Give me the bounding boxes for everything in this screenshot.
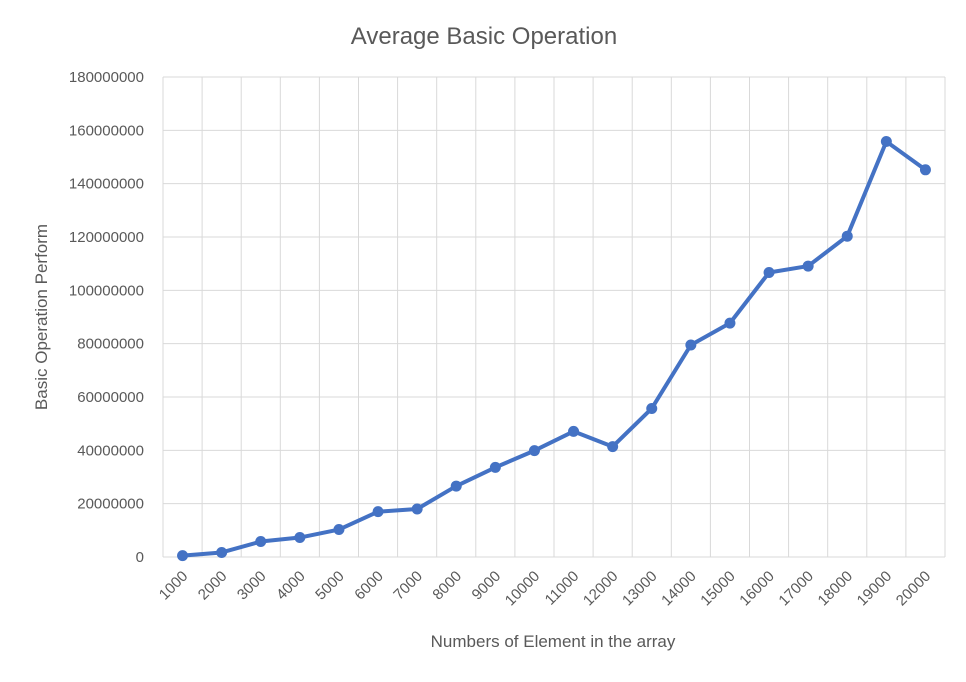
x-tick-label: 12000 xyxy=(580,568,622,610)
data-point xyxy=(489,461,501,473)
data-point xyxy=(450,480,462,492)
y-tick-label: 60000000 xyxy=(77,389,144,406)
x-tick-label: 11000 xyxy=(542,568,583,609)
data-point xyxy=(685,339,697,351)
chart-title: Average Basic Operation xyxy=(351,23,617,50)
y-tick-label: 120000000 xyxy=(69,229,144,246)
y-tick-label: 20000000 xyxy=(77,496,144,513)
x-tick-label: 19000 xyxy=(854,568,896,610)
data-point xyxy=(646,402,658,414)
x-tick-label: 3000 xyxy=(234,568,270,604)
x-tick-label: 6000 xyxy=(351,568,387,604)
x-tick-label: 2000 xyxy=(195,568,231,604)
data-point xyxy=(568,425,580,437)
y-tick-label: 140000000 xyxy=(69,176,144,193)
y-tick-label: 40000000 xyxy=(77,442,144,459)
x-tick-label: 16000 xyxy=(736,568,778,610)
series-layer xyxy=(177,136,931,562)
data-point xyxy=(763,266,775,278)
y-tick-label: 0 xyxy=(136,549,144,566)
data-point xyxy=(724,317,736,329)
x-tick-label: 5000 xyxy=(312,568,348,604)
data-point xyxy=(802,260,814,272)
x-tick-label: 17000 xyxy=(775,568,817,610)
x-tick-label: 14000 xyxy=(658,568,700,610)
y-tick-label: 100000000 xyxy=(69,282,144,299)
x-tick-label: 18000 xyxy=(815,568,857,610)
data-point xyxy=(919,164,931,176)
x-tick-label: 15000 xyxy=(697,568,739,610)
x-tick-label: 10000 xyxy=(502,568,544,610)
data-point xyxy=(372,506,384,518)
data-point xyxy=(216,546,228,558)
x-tick-label: 1000 xyxy=(156,568,192,604)
x-axis-ticks: 1000 2000 3000 4000 5000 6000 7000 8000 90001000… xyxy=(156,568,935,610)
data-point xyxy=(607,441,619,453)
y-tick-label: 180000000 xyxy=(69,69,144,86)
y-tick-label: 160000000 xyxy=(69,122,144,139)
data-point xyxy=(528,445,540,457)
x-tick-label: 20000 xyxy=(893,568,935,610)
data-point xyxy=(294,532,306,544)
data-point xyxy=(880,136,892,148)
x-tick-label: 13000 xyxy=(619,568,661,610)
x-tick-label: 9000 xyxy=(469,568,505,604)
y-axis-ticks: 0 20000000 40000000 60000000 80000000 1000000… xyxy=(69,69,144,566)
data-point xyxy=(841,230,853,242)
y-tick-label: 80000000 xyxy=(77,336,144,353)
y-axis-title: Basic Operation Perform xyxy=(32,224,51,410)
x-tick-label: 4000 xyxy=(273,568,309,604)
x-tick-label: 7000 xyxy=(390,568,426,604)
x-tick-label: 8000 xyxy=(429,568,465,604)
data-point xyxy=(177,550,189,562)
data-point xyxy=(255,536,267,548)
gridlines xyxy=(162,76,946,558)
x-axis-title: Numbers of Element in the array xyxy=(431,632,676,651)
data-point xyxy=(411,503,423,515)
data-point xyxy=(333,524,345,536)
series-line xyxy=(180,139,928,558)
